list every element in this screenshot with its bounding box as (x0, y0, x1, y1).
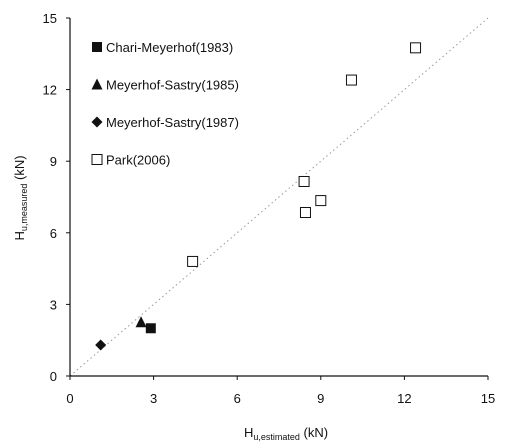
tick-labels: 0 3 6 9 12 15 0 3 6 9 12 15 (43, 11, 496, 406)
reference-line-layer (69, 17, 489, 377)
legend-label: Park(2006) (106, 153, 170, 168)
data-point (298, 175, 310, 187)
y-axis-title-unit: (kN) (12, 155, 27, 183)
x-axis-title-unit: (kN) (300, 425, 328, 440)
x-tick-label: 0 (66, 391, 73, 406)
y-tick-label: 15 (43, 11, 57, 26)
legend-label: Chari-Meyerhof(1983) (106, 40, 233, 55)
data-point (410, 42, 422, 54)
data-point (95, 339, 107, 351)
x-tick-label: 15 (481, 391, 495, 406)
x-tick-label: 3 (150, 391, 157, 406)
data-point (187, 255, 199, 267)
data-point (135, 316, 147, 328)
legend-label: Meyerhof-Sastry(1987) (106, 115, 239, 130)
y-tick-label: 0 (50, 369, 57, 384)
data-points (95, 42, 422, 351)
y-tick-label: 3 (50, 297, 57, 312)
legend-label: Meyerhof-Sastry(1985) (106, 78, 239, 93)
legend-marker (92, 42, 102, 52)
legend: Chari-Meyerhof(1983) Meyerhof-Sastry(1985… (91, 40, 239, 168)
y-axis-title-subscript: u,measured (19, 184, 29, 232)
one-to-one-line (69, 17, 489, 377)
data-point (145, 323, 156, 334)
y-tick-label: 12 (43, 83, 57, 98)
y-axis-title-main: H (12, 231, 27, 240)
data-point (345, 74, 357, 86)
legend-marker (91, 116, 103, 128)
x-tick-label: 9 (317, 391, 324, 406)
x-axis-title: Hu,estimated (kN) (244, 425, 328, 442)
x-tick-label: 6 (234, 391, 241, 406)
axes (66, 17, 489, 380)
legend-marker (91, 154, 103, 165)
y-tick-label: 6 (50, 226, 57, 241)
x-tick-label: 12 (397, 391, 411, 406)
x-axis-title-subscript: u,estimated (253, 432, 300, 442)
data-point (299, 207, 311, 219)
legend-marker (91, 78, 103, 90)
data-point (315, 195, 327, 207)
y-tick-label: 9 (50, 154, 57, 169)
x-axis-title-main: H (244, 425, 253, 440)
y-axis-title: Hu,measured (kN) (12, 155, 29, 240)
